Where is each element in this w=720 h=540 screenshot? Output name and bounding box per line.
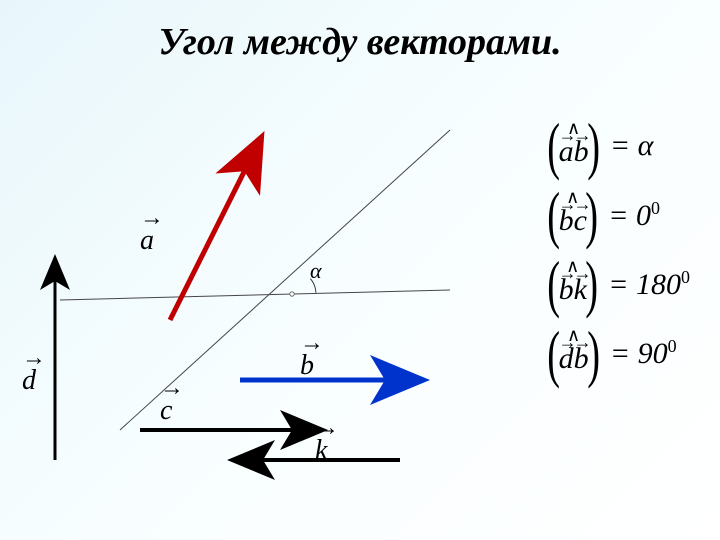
vector-label-d: d [22, 365, 36, 397]
equation-2: (∧→b→k)= 1800 [543, 258, 690, 309]
equation-0: (∧→a→b)= α [543, 120, 690, 171]
vector-a [170, 140, 260, 320]
equation-1: (∧→b→c)= 00 [543, 189, 690, 240]
svg-text:α: α [310, 258, 322, 283]
equations-block: (∧→a→b)= α (∧→b→c)= 00 (∧→b→k)= 1800 (∧→d→b… [543, 120, 690, 379]
equation-3: (∧→d→b)= 900 [543, 328, 690, 379]
vector-label-c: c [160, 395, 172, 427]
vector-label-a: a [140, 225, 154, 257]
vector-label-b: b [300, 350, 314, 382]
vector-label-k: k [315, 435, 327, 467]
